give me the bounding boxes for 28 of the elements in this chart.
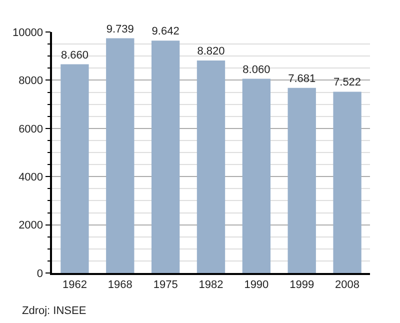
data-label: 8.660 [60, 49, 88, 62]
x-tick-label: 1975 [153, 278, 178, 291]
data-label: 8.060 [242, 64, 270, 76]
y-tick-label: 6000 [18, 123, 44, 136]
data-label: 9.642 [152, 26, 180, 38]
bar [333, 92, 362, 273]
data-label: 7.522 [334, 76, 362, 89]
bar [60, 64, 89, 273]
data-label: 8.820 [197, 45, 225, 58]
bar [288, 88, 316, 273]
y-tick-label: 2000 [18, 220, 44, 232]
bar [242, 78, 271, 273]
text: Zdroj: INSEE [22, 305, 86, 317]
x-tick-label: 2008 [335, 278, 360, 291]
data-label: 9.739 [106, 23, 134, 36]
bar [196, 60, 226, 273]
data-label: 7.681 [288, 72, 316, 85]
x-tick-label: 1982 [198, 278, 224, 291]
bar [151, 40, 180, 273]
y-tick-label: 0 [36, 268, 44, 280]
bar [106, 38, 134, 273]
y-tick-label: 10000 [12, 26, 44, 39]
x-tick-label: 1999 [290, 278, 314, 291]
x-tick-label: 1968 [108, 278, 132, 291]
x-tick-label: 1990 [244, 278, 269, 291]
y-tick-label: 4000 [18, 171, 44, 184]
x-tick-label: 1962 [62, 278, 87, 291]
y-tick-label: 8000 [18, 75, 44, 88]
